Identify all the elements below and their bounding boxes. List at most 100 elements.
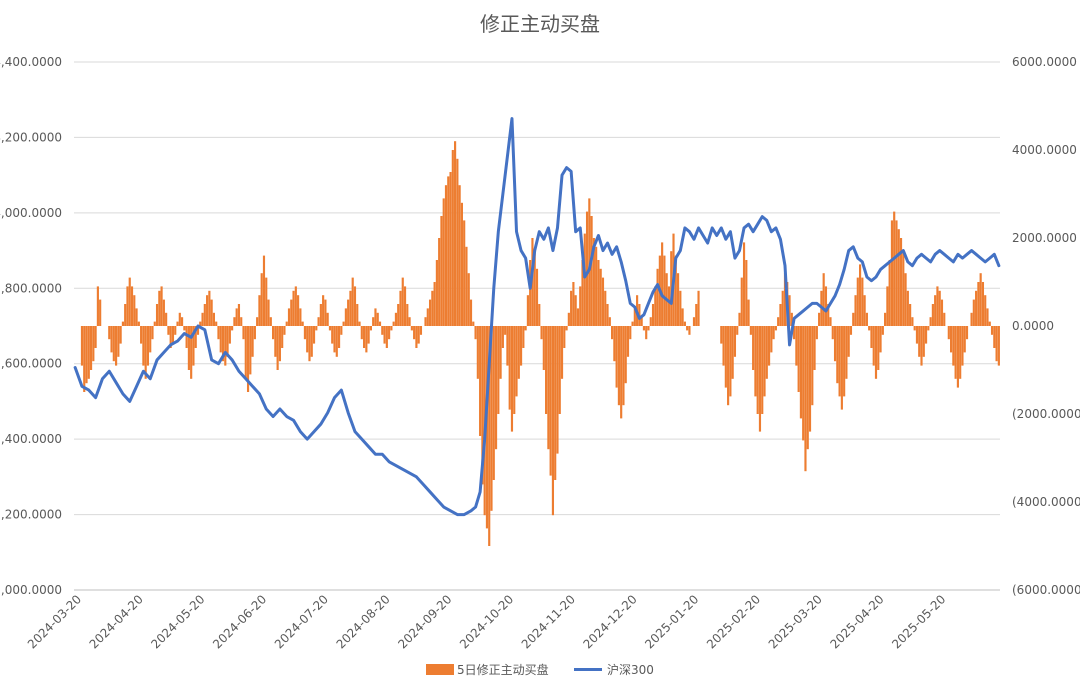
bar (583, 233, 586, 326)
bar (110, 326, 113, 353)
bar (884, 312, 887, 326)
bar (936, 286, 939, 326)
bar (772, 326, 775, 340)
bar (770, 326, 773, 353)
bar (686, 326, 689, 331)
bar (319, 304, 322, 326)
bar (854, 295, 857, 326)
bar (547, 326, 550, 450)
bar (460, 202, 463, 326)
bar (192, 326, 195, 366)
bar (581, 260, 584, 326)
bar (595, 246, 598, 326)
bar (615, 326, 618, 388)
bar (661, 242, 664, 326)
bar (365, 326, 368, 353)
bar (626, 326, 630, 357)
bar (299, 308, 302, 326)
bar (918, 326, 921, 357)
bar (381, 326, 384, 335)
bar (317, 317, 320, 326)
bar (592, 238, 595, 326)
bar (838, 326, 841, 397)
bar (649, 317, 652, 326)
bar (287, 308, 291, 326)
bar (874, 326, 878, 379)
bar (190, 326, 193, 379)
y-tick-right: 6000.0000 (1012, 55, 1077, 69)
bar (738, 312, 741, 326)
bar (545, 326, 548, 414)
bar (285, 321, 288, 326)
bar (256, 317, 259, 326)
bar (497, 326, 500, 414)
bar (681, 308, 684, 326)
bar (467, 273, 470, 326)
bar (990, 326, 994, 335)
bar (865, 312, 868, 326)
bar (133, 295, 136, 326)
bar (731, 326, 734, 379)
bar (374, 308, 377, 326)
bar (328, 326, 332, 331)
bar (128, 277, 131, 326)
bar (167, 326, 170, 335)
bar (378, 321, 382, 326)
bar (144, 326, 147, 379)
bar (162, 299, 165, 326)
y-tick-left: 4,400.0000 (0, 55, 62, 69)
bar (818, 312, 821, 326)
bar (121, 321, 124, 326)
bar (761, 326, 764, 414)
bar (972, 299, 975, 326)
bar (415, 326, 418, 348)
bar (80, 326, 84, 366)
bar (92, 326, 95, 362)
bar (549, 326, 552, 476)
legend-swatch-bar (426, 664, 454, 675)
bar (929, 317, 932, 326)
bar (474, 326, 477, 340)
bar (99, 299, 102, 326)
bar (993, 326, 996, 348)
bar (315, 326, 318, 331)
bar (203, 304, 206, 326)
bar (633, 308, 636, 326)
bar (765, 326, 768, 379)
bar (351, 277, 354, 326)
bar (836, 326, 839, 384)
bar (777, 317, 780, 326)
bar (656, 268, 659, 326)
bar (620, 326, 623, 419)
bar (290, 299, 293, 326)
bar (94, 326, 97, 348)
bar (499, 326, 502, 379)
bar (984, 295, 987, 326)
bar (799, 326, 802, 419)
bar (859, 264, 862, 326)
bar (438, 238, 441, 326)
bar (952, 326, 955, 366)
bar (433, 282, 436, 326)
bar (979, 273, 982, 326)
legend-label-bar: 5日修正主动买盘 (457, 662, 549, 677)
bar (344, 308, 347, 326)
bar (529, 260, 532, 326)
bar (183, 326, 186, 331)
bar (233, 317, 236, 326)
bar (526, 295, 529, 326)
bar (221, 326, 225, 362)
bar (294, 286, 297, 326)
bar (372, 317, 375, 326)
bar (895, 220, 898, 326)
bar (902, 251, 905, 326)
bar (310, 326, 313, 357)
bar (877, 326, 880, 370)
bar (654, 286, 657, 326)
bar (253, 326, 256, 340)
bar (565, 326, 568, 331)
y-tick-left: 3,000.0000 (0, 583, 62, 597)
bar (451, 150, 454, 326)
bar (676, 273, 680, 326)
